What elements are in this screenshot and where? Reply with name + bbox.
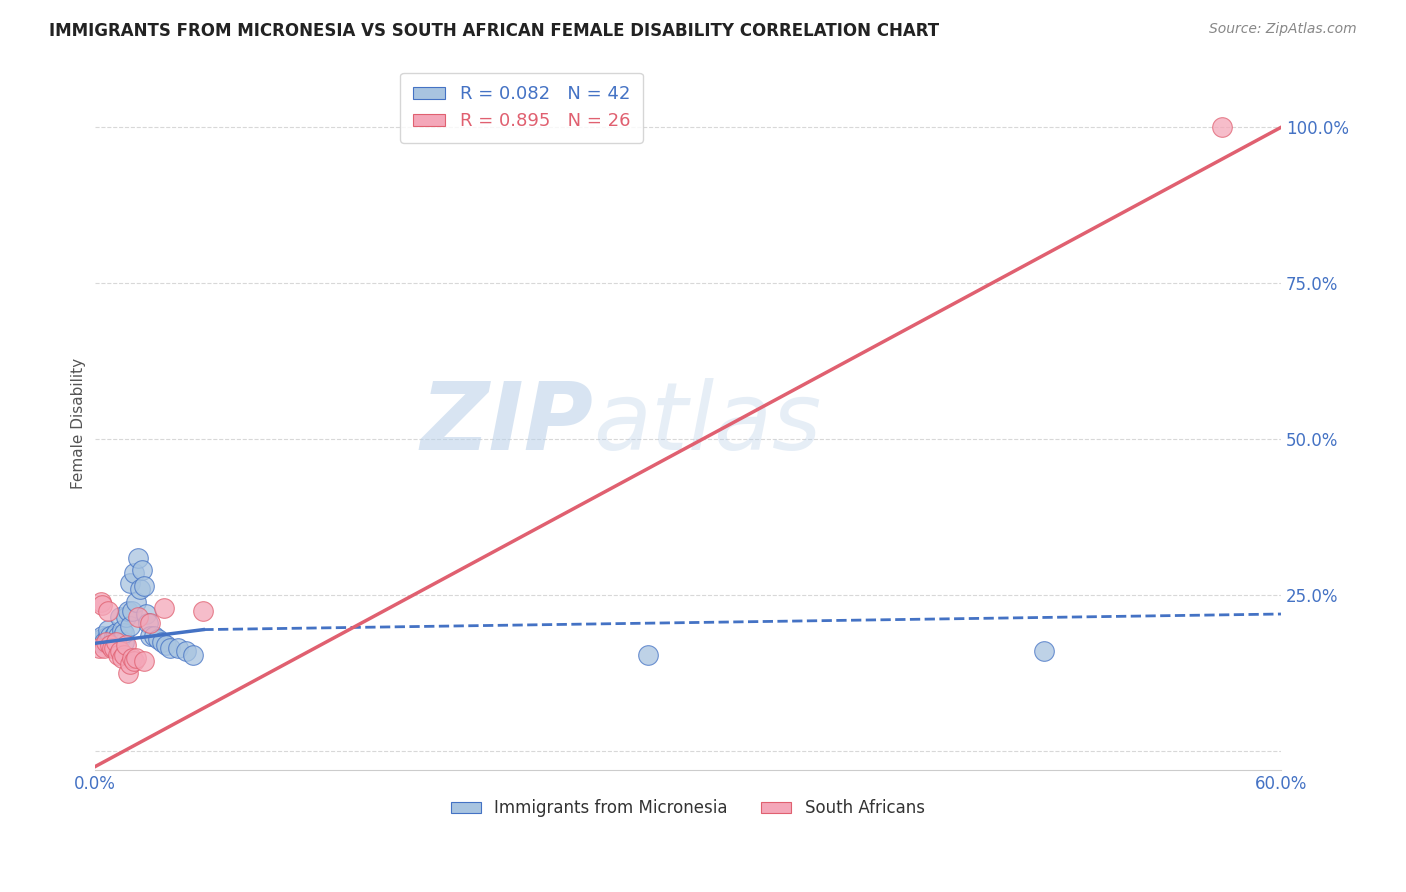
Point: [122, 654, 145, 668]
Y-axis label: Female Disability: Female Disability: [72, 359, 86, 490]
Text: Source: ZipAtlas.com: Source: ZipAtlas.com: [1209, 22, 1357, 37]
Point: [125, 594, 148, 608]
Point: [112, 625, 135, 640]
Point: [110, 610, 132, 624]
Point: [131, 563, 153, 577]
Point: [87, 641, 110, 656]
Point: [183, 648, 205, 662]
Point: [101, 635, 124, 649]
Point: [132, 579, 155, 593]
Point: [93, 635, 115, 649]
Point: [96, 635, 118, 649]
Point: [112, 635, 135, 649]
Point: [91, 629, 114, 643]
Point: [115, 610, 138, 624]
Point: [155, 638, 177, 652]
Point: [111, 623, 134, 637]
Point: [139, 629, 162, 643]
Point: [142, 629, 165, 643]
Point: [103, 641, 125, 656]
Point: [1032, 644, 1054, 658]
Point: [117, 666, 139, 681]
Point: [127, 550, 149, 565]
Point: [136, 616, 159, 631]
Point: [117, 604, 139, 618]
Point: [105, 625, 128, 640]
Point: [91, 598, 114, 612]
Point: [120, 657, 142, 671]
Point: [103, 635, 125, 649]
Point: [637, 648, 659, 662]
Point: [103, 629, 125, 643]
Point: [125, 650, 148, 665]
Point: [139, 616, 162, 631]
Text: atlas: atlas: [593, 378, 821, 469]
Point: [1211, 120, 1233, 135]
Point: [97, 604, 120, 618]
Point: [89, 594, 111, 608]
Point: [87, 635, 110, 649]
Point: [112, 648, 135, 662]
Point: [174, 644, 197, 658]
Point: [107, 648, 129, 662]
Point: [110, 644, 132, 658]
Point: [100, 638, 122, 652]
Legend: Immigrants from Micronesia, South Africans: Immigrants from Micronesia, South Africa…: [444, 793, 931, 824]
Point: [89, 632, 111, 646]
Point: [193, 604, 215, 618]
Point: [152, 600, 174, 615]
Point: [132, 654, 155, 668]
Point: [129, 582, 152, 596]
Point: [101, 641, 124, 656]
Point: [115, 638, 138, 652]
Point: [150, 635, 173, 649]
Point: [100, 629, 122, 643]
Point: [110, 632, 132, 646]
Point: [166, 641, 188, 656]
Point: [97, 629, 120, 643]
Point: [127, 610, 149, 624]
Point: [121, 650, 143, 665]
Point: [96, 635, 118, 649]
Point: [93, 641, 115, 656]
Point: [135, 607, 157, 621]
Text: ZIP: ZIP: [420, 377, 593, 470]
Point: [122, 566, 145, 581]
Point: [120, 619, 142, 633]
Point: [111, 650, 134, 665]
Point: [105, 635, 128, 649]
Point: [159, 641, 181, 656]
Point: [120, 575, 142, 590]
Point: [121, 604, 143, 618]
Point: [97, 623, 120, 637]
Point: [107, 629, 129, 643]
Point: [146, 632, 169, 646]
Text: IMMIGRANTS FROM MICRONESIA VS SOUTH AFRICAN FEMALE DISABILITY CORRELATION CHART: IMMIGRANTS FROM MICRONESIA VS SOUTH AFRI…: [49, 22, 939, 40]
